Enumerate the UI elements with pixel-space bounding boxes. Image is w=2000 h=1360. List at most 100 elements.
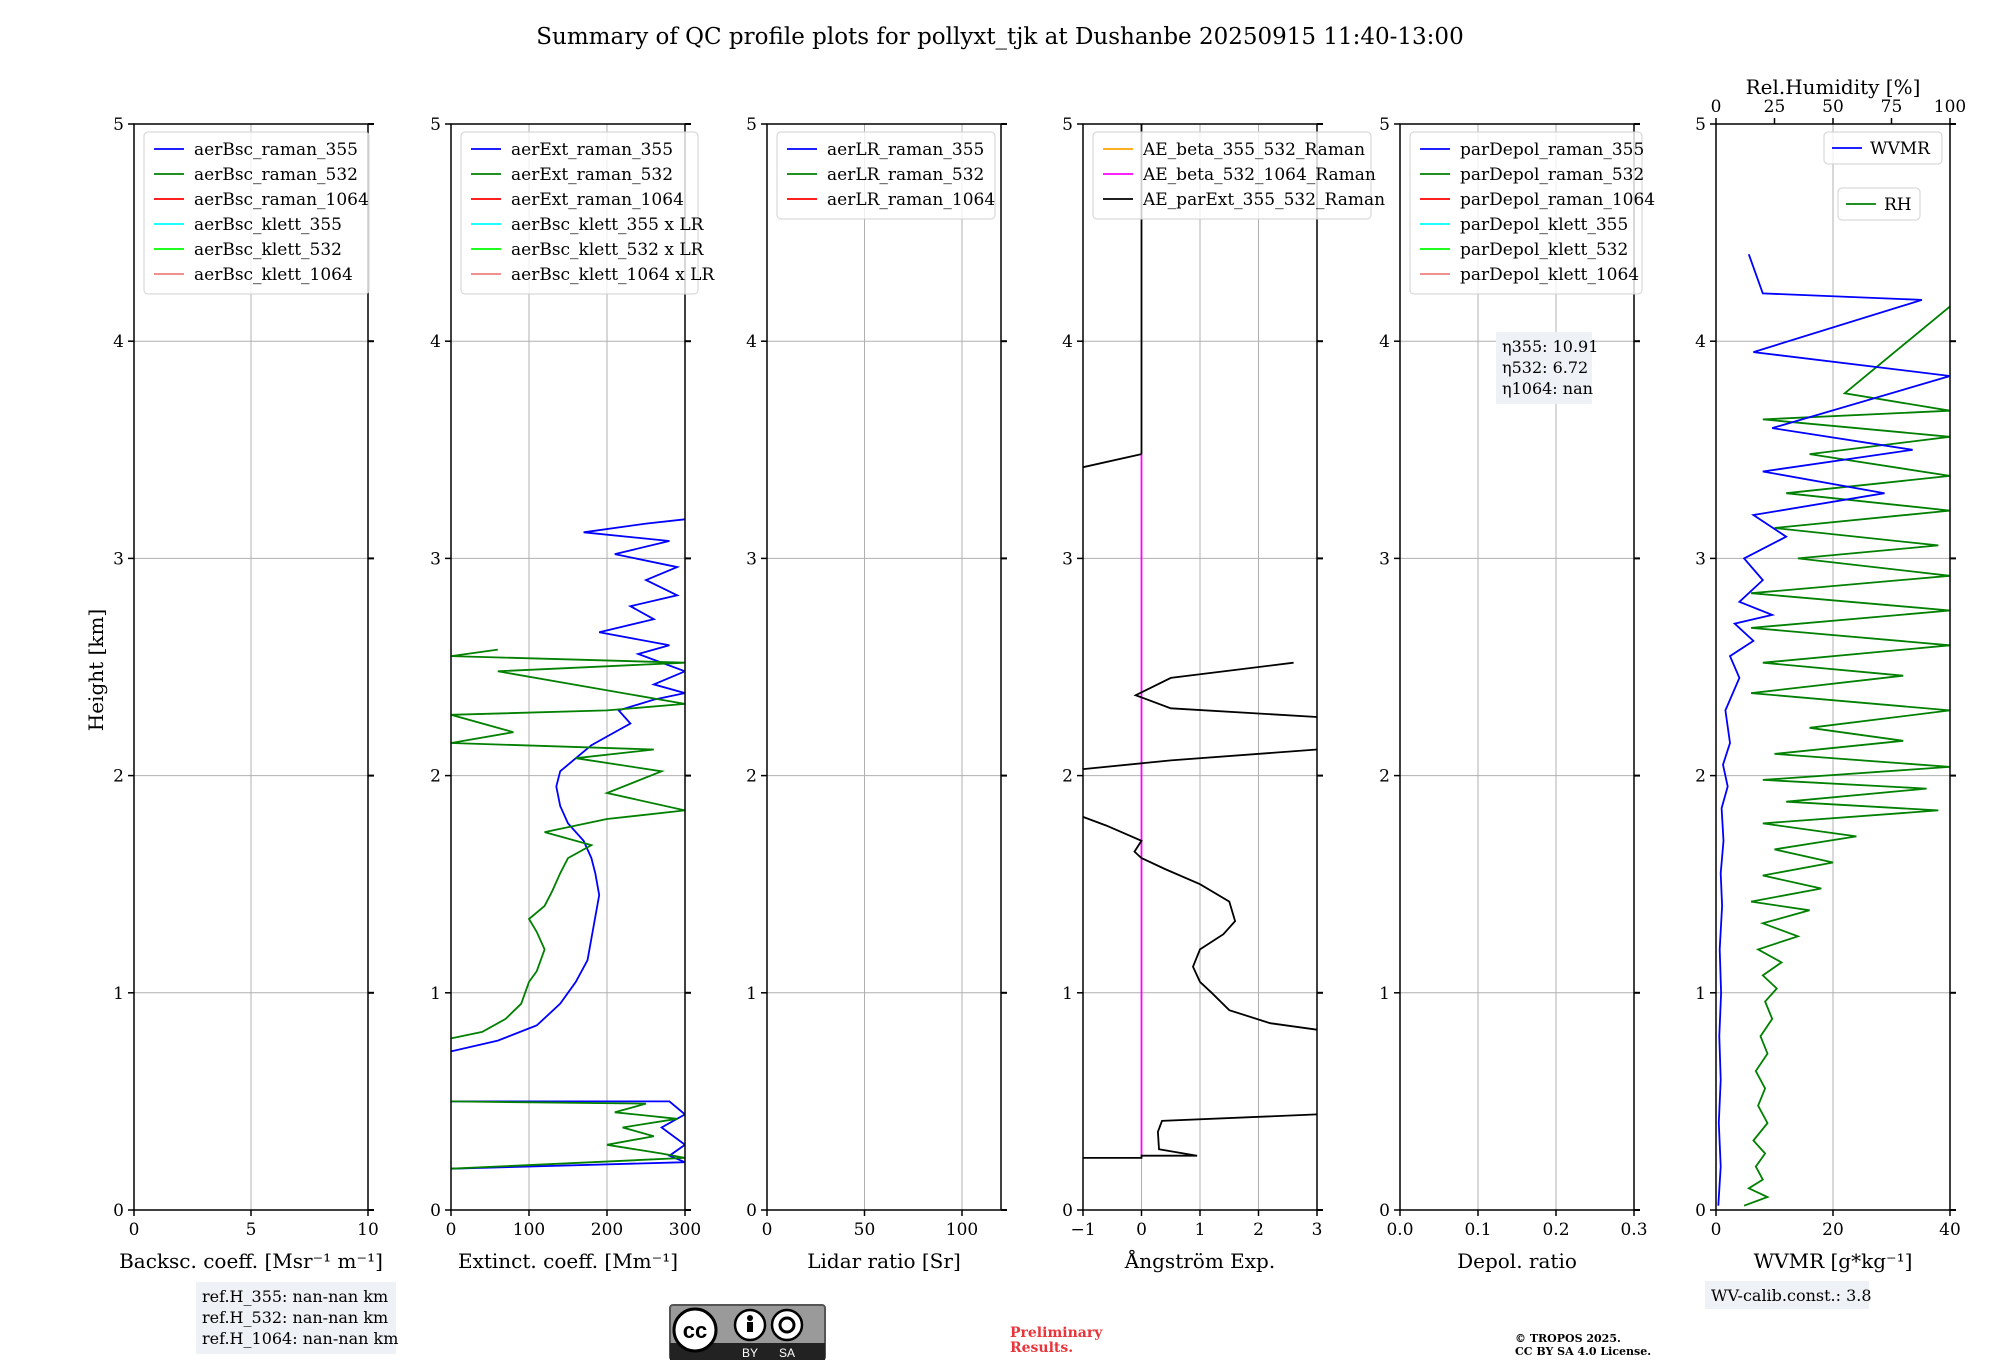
y-tick-label: 1 xyxy=(113,984,124,1004)
legend-label: WVMR xyxy=(1870,139,1931,159)
annotation-line: η532: 6.72 xyxy=(1502,358,1588,377)
legend-label: AE_beta_355_532_Raman xyxy=(1142,140,1365,160)
y-tick-label: 2 xyxy=(113,767,124,787)
axes-frame xyxy=(766,123,1002,1211)
series-AE_parExt_355_532_Raman xyxy=(1133,661,1317,718)
preliminary-note-line2: Results. xyxy=(1010,1340,1073,1356)
y-tick-label: 5 xyxy=(1062,115,1073,135)
annotation-line: WV-calib.const.: 3.8 xyxy=(1711,1286,1872,1305)
annotation-bg xyxy=(1496,332,1592,404)
x-axis-label: Extinct. coeff. [Mm⁻¹] xyxy=(458,1249,678,1273)
y-tick-label: 4 xyxy=(430,332,441,352)
annotation-box: WV-calib.const.: 3.8 xyxy=(1705,1281,1872,1309)
y-tick-label: 3 xyxy=(430,549,441,569)
preliminary-note-line1: Preliminary xyxy=(1010,1325,1103,1341)
x-tick-label: 0.3 xyxy=(1620,1220,1647,1240)
y-tick-label: 1 xyxy=(746,984,757,1004)
x-tick-label: 0 xyxy=(762,1220,773,1240)
x-tick-label: 50 xyxy=(854,1220,876,1240)
annotation-bg xyxy=(196,1282,396,1354)
y-tick-label: 2 xyxy=(1379,767,1390,787)
legend-label: aerExt_raman_1064 xyxy=(511,190,684,210)
x-tick-label: 0.1 xyxy=(1464,1220,1491,1240)
legend-label: aerBsc_klett_532 x LR xyxy=(511,240,705,260)
annotation-box: η355: 10.91 η532: 6.72 η1064: nan xyxy=(1496,332,1598,404)
legend-box xyxy=(1837,187,1921,221)
legend-label: aerBsc_klett_1064 xyxy=(194,265,353,285)
y-tick-label: 0 xyxy=(1062,1201,1073,1221)
series-AE_parExt_355_532_Raman xyxy=(1083,1113,1317,1159)
y-tick-label: 0 xyxy=(746,1201,757,1221)
x-tick-label: 0 xyxy=(446,1220,457,1240)
cc-icon xyxy=(672,1307,718,1353)
legend-label: parDepol_raman_1064 xyxy=(1460,190,1655,210)
legend-box xyxy=(143,131,370,295)
series-aerExt_raman_355 xyxy=(451,518,685,1053)
y-tick-label: 0 xyxy=(430,1201,441,1221)
x-tick-label: 1 xyxy=(1195,1220,1206,1240)
legend-label: RH xyxy=(1884,195,1912,215)
panel-backscatter: 0 5 10 0 1 2 3 4 5 Backsc. coeff. [Msr⁻¹ m⁻¹] aerB… xyxy=(113,115,398,1354)
legend: aerExt_raman_355 aerExt_raman_532 aerExt_r… xyxy=(460,131,715,295)
x-tick-label: 0 xyxy=(1711,1220,1722,1240)
x-tick-label: 20 xyxy=(1822,1220,1844,1240)
legend: aerLR_raman_355 aerLR_raman_532 aerLR_rama… xyxy=(776,131,996,220)
legend-label: aerBsc_klett_355 x LR xyxy=(511,215,705,235)
legend-label: parDepol_klett_1064 xyxy=(1460,265,1639,285)
series-WVMR xyxy=(1717,253,1950,1206)
annotation-line: ref.H_532: nan-nan km xyxy=(202,1308,388,1327)
y-tick-label: 1 xyxy=(1062,984,1073,1004)
annotation-line: η1064: nan xyxy=(1502,379,1593,398)
annotation-box: ref.H_355: nan-nan km ref.H_532: nan-nan … xyxy=(196,1282,398,1354)
y-tick-label: 3 xyxy=(113,549,124,569)
legend-box xyxy=(1823,131,1943,165)
y-tick-label: 5 xyxy=(1379,115,1390,135)
axes-frame xyxy=(1399,123,1635,1211)
x-tick-label: 2 xyxy=(1253,1220,1264,1240)
copyright-line2: CC BY SA 4.0 License. xyxy=(1515,1345,1651,1358)
legend-label: aerBsc_klett_355 xyxy=(194,215,342,235)
x-tick-label: 200 xyxy=(591,1220,623,1240)
legend-label: aerBsc_raman_1064 xyxy=(194,190,369,210)
y-tick-label: 0 xyxy=(113,1201,124,1221)
y-tick-label: 0 xyxy=(1379,1201,1390,1221)
y-tick-label: 5 xyxy=(430,115,441,135)
legend-label: aerExt_raman_355 xyxy=(511,140,673,160)
legend: aerBsc_raman_355 aerBsc_raman_532 aerBsc_r… xyxy=(143,131,370,295)
legend-label: aerBsc_klett_1064 x LR xyxy=(511,265,715,285)
x-tick-label: 100 xyxy=(946,1220,978,1240)
y-tick-label: 4 xyxy=(746,332,757,352)
legend-label: parDepol_klett_532 xyxy=(1460,240,1628,260)
legend-label: AE_parExt_355_532_Raman xyxy=(1142,190,1385,210)
figure-title: Summary of QC profile plots for pollyxt_… xyxy=(536,24,1463,50)
y-tick-label: 2 xyxy=(1062,767,1073,787)
x2-axis-label: Rel.Humidity [%] xyxy=(1746,75,1921,99)
x-tick-label: 100 xyxy=(513,1220,545,1240)
x-axis-label: Depol. ratio xyxy=(1457,1249,1577,1273)
series-aerExt_raman_532 xyxy=(451,1100,685,1170)
y-tick-label: 4 xyxy=(1379,332,1390,352)
x-axis-label: Backsc. coeff. [Msr⁻¹ m⁻¹] xyxy=(119,1249,383,1273)
y-tick-label: 5 xyxy=(113,115,124,135)
y-tick-label: 1 xyxy=(430,984,441,1004)
legend-label: aerBsc_klett_532 xyxy=(194,240,342,260)
axes-frame xyxy=(1082,123,1318,1211)
panel-wvmr: 0 20 40 0 1 2 3 4 5 WVMR [g*kg⁻¹] 0 25 50 75 100 Rel.Hu… xyxy=(1695,75,1966,1309)
y-tick-label: 0 xyxy=(1695,1201,1706,1221)
series-AE_parExt_355_532_Raman xyxy=(1083,748,1317,770)
legend-label: aerBsc_raman_532 xyxy=(194,165,358,185)
annotation-line: η355: 10.91 xyxy=(1502,337,1598,356)
legend-box xyxy=(1092,131,1372,220)
panel-extinction: 0 100 200 300 0 1 2 3 4 5 Extinct. coeff. [Mm⁻¹] ae… xyxy=(430,115,715,1273)
badge-sa: SA xyxy=(779,1346,795,1360)
y-axis-label: Height [km] xyxy=(84,609,108,731)
legend-box xyxy=(460,131,699,295)
legend-label: aerLR_raman_355 xyxy=(827,140,984,160)
y-tick-label: 2 xyxy=(430,767,441,787)
y-tick-label: 1 xyxy=(1379,984,1390,1004)
x-axis-label: Ångström Exp. xyxy=(1124,1248,1275,1273)
legend: parDepol_raman_355 parDepol_raman_532 parD… xyxy=(1409,131,1655,295)
x2-tick-label: 0 xyxy=(1711,97,1722,117)
